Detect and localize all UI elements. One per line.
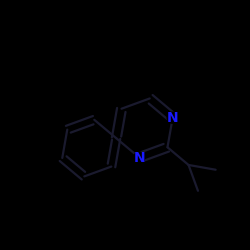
Circle shape (167, 112, 178, 123)
Text: N: N (167, 111, 178, 125)
Circle shape (134, 152, 145, 163)
Text: N: N (134, 150, 145, 164)
